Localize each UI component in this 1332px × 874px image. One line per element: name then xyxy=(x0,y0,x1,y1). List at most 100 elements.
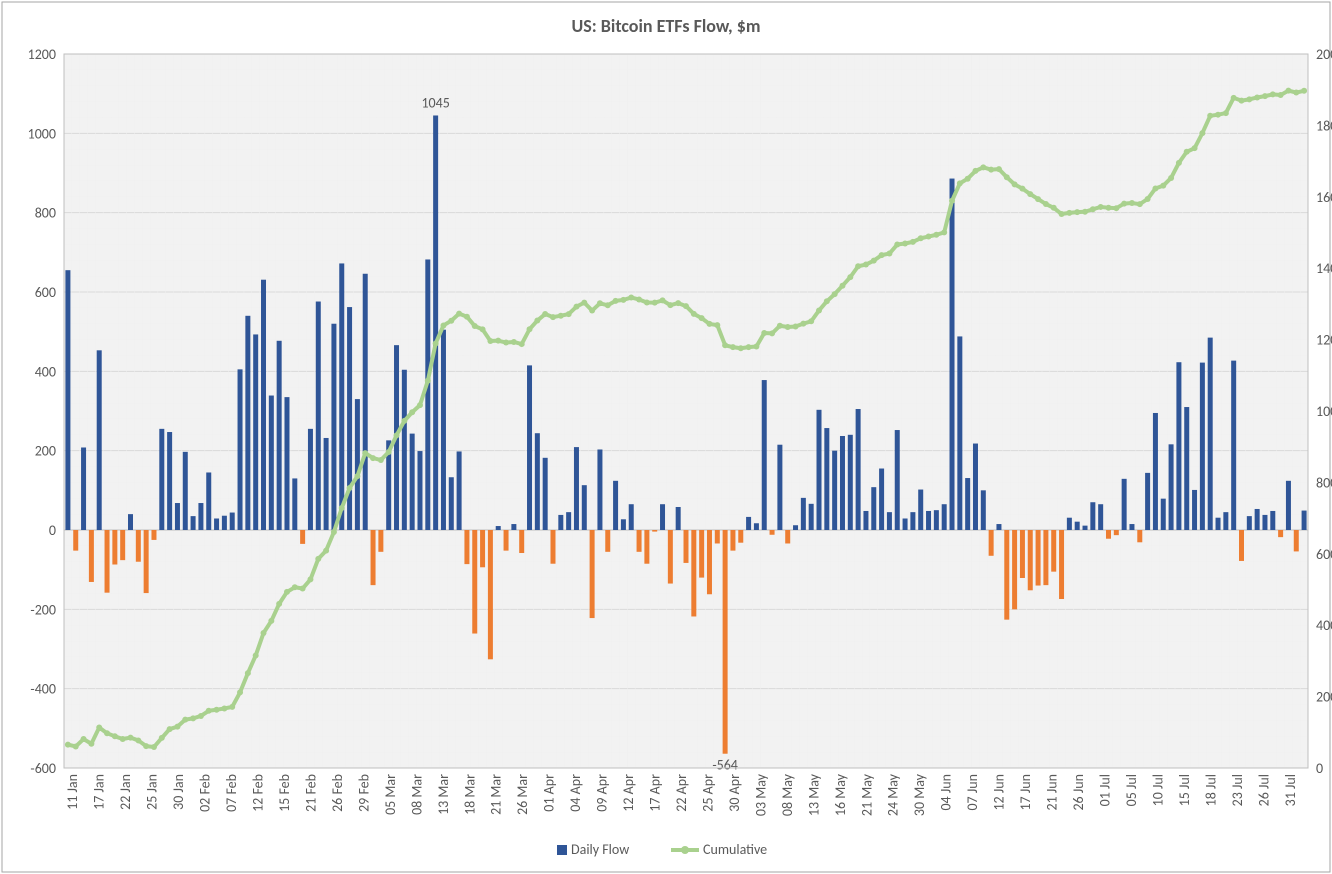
cumulative-marker xyxy=(221,705,227,711)
cumulative-marker xyxy=(613,298,619,304)
cumulative-marker xyxy=(1074,209,1080,215)
cumulative-marker xyxy=(1207,113,1213,119)
cumulative-marker xyxy=(1051,205,1057,211)
x-axis-label: 12 Feb xyxy=(250,774,267,812)
daily-flow-bar xyxy=(504,530,509,551)
x-axis-label: 26 Jun xyxy=(1070,774,1087,811)
x-axis-label: 16 May xyxy=(832,773,849,816)
cumulative-marker xyxy=(88,741,94,747)
daily-flow-bar xyxy=(1020,530,1025,578)
cumulative-marker xyxy=(362,450,368,456)
y-right-tick: 18000 xyxy=(1316,117,1332,134)
cumulative-marker xyxy=(448,318,454,324)
cumulative-marker xyxy=(573,304,579,310)
daily-flow-bar xyxy=(785,530,790,543)
cumulative-marker xyxy=(847,274,853,280)
cumulative-marker xyxy=(706,321,712,327)
cumulative-marker xyxy=(1113,205,1119,211)
x-axis-label: 03 May xyxy=(752,773,769,816)
cumulative-marker xyxy=(253,653,259,659)
daily-flow-bar xyxy=(879,469,884,530)
y-right-tick: 12000 xyxy=(1316,332,1332,349)
legend-swatch xyxy=(557,845,567,855)
daily-flow-bar xyxy=(637,530,642,552)
cumulative-marker xyxy=(307,576,313,582)
daily-flow-bar xyxy=(1223,512,1228,530)
cumulative-marker xyxy=(120,736,126,742)
cumulative-marker xyxy=(620,297,626,303)
cumulative-marker xyxy=(1199,130,1205,136)
cumulative-marker xyxy=(816,307,822,313)
daily-flow-bar xyxy=(1122,479,1127,530)
x-axis-label: 01 Apr xyxy=(541,774,558,812)
daily-flow-bar xyxy=(1286,481,1291,530)
x-axis-label: 13 Mar xyxy=(435,774,452,815)
legend-label: Cumulative xyxy=(703,841,767,858)
cumulative-marker xyxy=(722,342,728,348)
y-right-tick: 16000 xyxy=(1316,189,1332,206)
daily-flow-bar xyxy=(660,504,665,530)
daily-flow-bar xyxy=(629,504,634,530)
x-axis-label: 13 May xyxy=(805,773,822,816)
y-right-tick: 14000 xyxy=(1316,260,1332,277)
cumulative-marker xyxy=(519,341,525,347)
chart-svg: -600-400-2000200400600800100012000200040… xyxy=(0,0,1332,874)
daily-flow-bar xyxy=(1036,530,1041,586)
x-axis-label: 21 May xyxy=(858,773,875,816)
x-axis-label: 12 Apr xyxy=(620,774,637,812)
daily-flow-bar xyxy=(824,428,829,530)
cumulative-marker xyxy=(81,736,87,742)
daily-flow-bar xyxy=(762,380,767,530)
y-right-tick: 6000 xyxy=(1316,546,1332,563)
cumulative-marker xyxy=(1043,201,1049,207)
cumulative-marker xyxy=(886,251,892,257)
daily-flow-bar xyxy=(871,487,876,530)
daily-flow-bar xyxy=(449,477,454,530)
daily-flow-bar xyxy=(973,444,978,530)
cumulative-marker xyxy=(1168,175,1174,181)
cumulative-marker xyxy=(1059,211,1065,217)
cumulative-marker xyxy=(198,713,204,719)
cumulative-marker xyxy=(1278,92,1284,98)
daily-flow-bar xyxy=(472,530,477,634)
daily-flow-bar xyxy=(245,316,250,530)
cumulative-marker xyxy=(667,302,673,308)
cumulative-marker xyxy=(894,242,900,248)
x-axis-label: 23 Jul xyxy=(1229,774,1246,806)
daily-flow-bar xyxy=(723,530,728,754)
cumulative-marker xyxy=(261,630,267,636)
daily-flow-bar xyxy=(574,447,579,530)
cumulative-marker xyxy=(1152,185,1158,191)
daily-flow-bar xyxy=(1137,530,1142,542)
y-left-tick: -400 xyxy=(30,681,56,698)
daily-flow-bar xyxy=(144,530,149,593)
daily-flow-bar xyxy=(715,530,720,543)
cumulative-marker xyxy=(871,258,877,264)
daily-flow-bar xyxy=(464,530,469,564)
cumulative-marker xyxy=(808,318,814,324)
cumulative-marker xyxy=(1082,209,1088,215)
daily-flow-bar xyxy=(1278,530,1283,537)
cumulative-marker xyxy=(347,485,353,491)
cumulative-marker xyxy=(769,330,775,336)
x-axis-label: 02 Feb xyxy=(197,774,214,812)
daily-flow-bar xyxy=(707,530,712,594)
daily-flow-bar xyxy=(316,302,321,530)
cumulative-marker xyxy=(652,300,658,306)
daily-flow-bar xyxy=(402,370,407,530)
daily-flow-bar xyxy=(1239,530,1244,561)
daily-flow-bar xyxy=(433,115,438,530)
cumulative-marker xyxy=(135,737,141,743)
y-left-tick: -600 xyxy=(30,760,56,777)
daily-flow-bar xyxy=(1067,518,1072,530)
daily-flow-bar xyxy=(1028,530,1033,590)
daily-flow-bar xyxy=(1083,526,1088,530)
cumulative-marker xyxy=(323,548,329,554)
daily-flow-bar xyxy=(183,452,188,530)
daily-flow-bar xyxy=(128,514,133,530)
daily-flow-bar xyxy=(206,472,211,530)
daily-flow-bar xyxy=(457,451,462,530)
cumulative-marker xyxy=(386,449,392,455)
daily-flow-bar xyxy=(355,399,360,530)
daily-flow-bar xyxy=(1200,363,1205,530)
